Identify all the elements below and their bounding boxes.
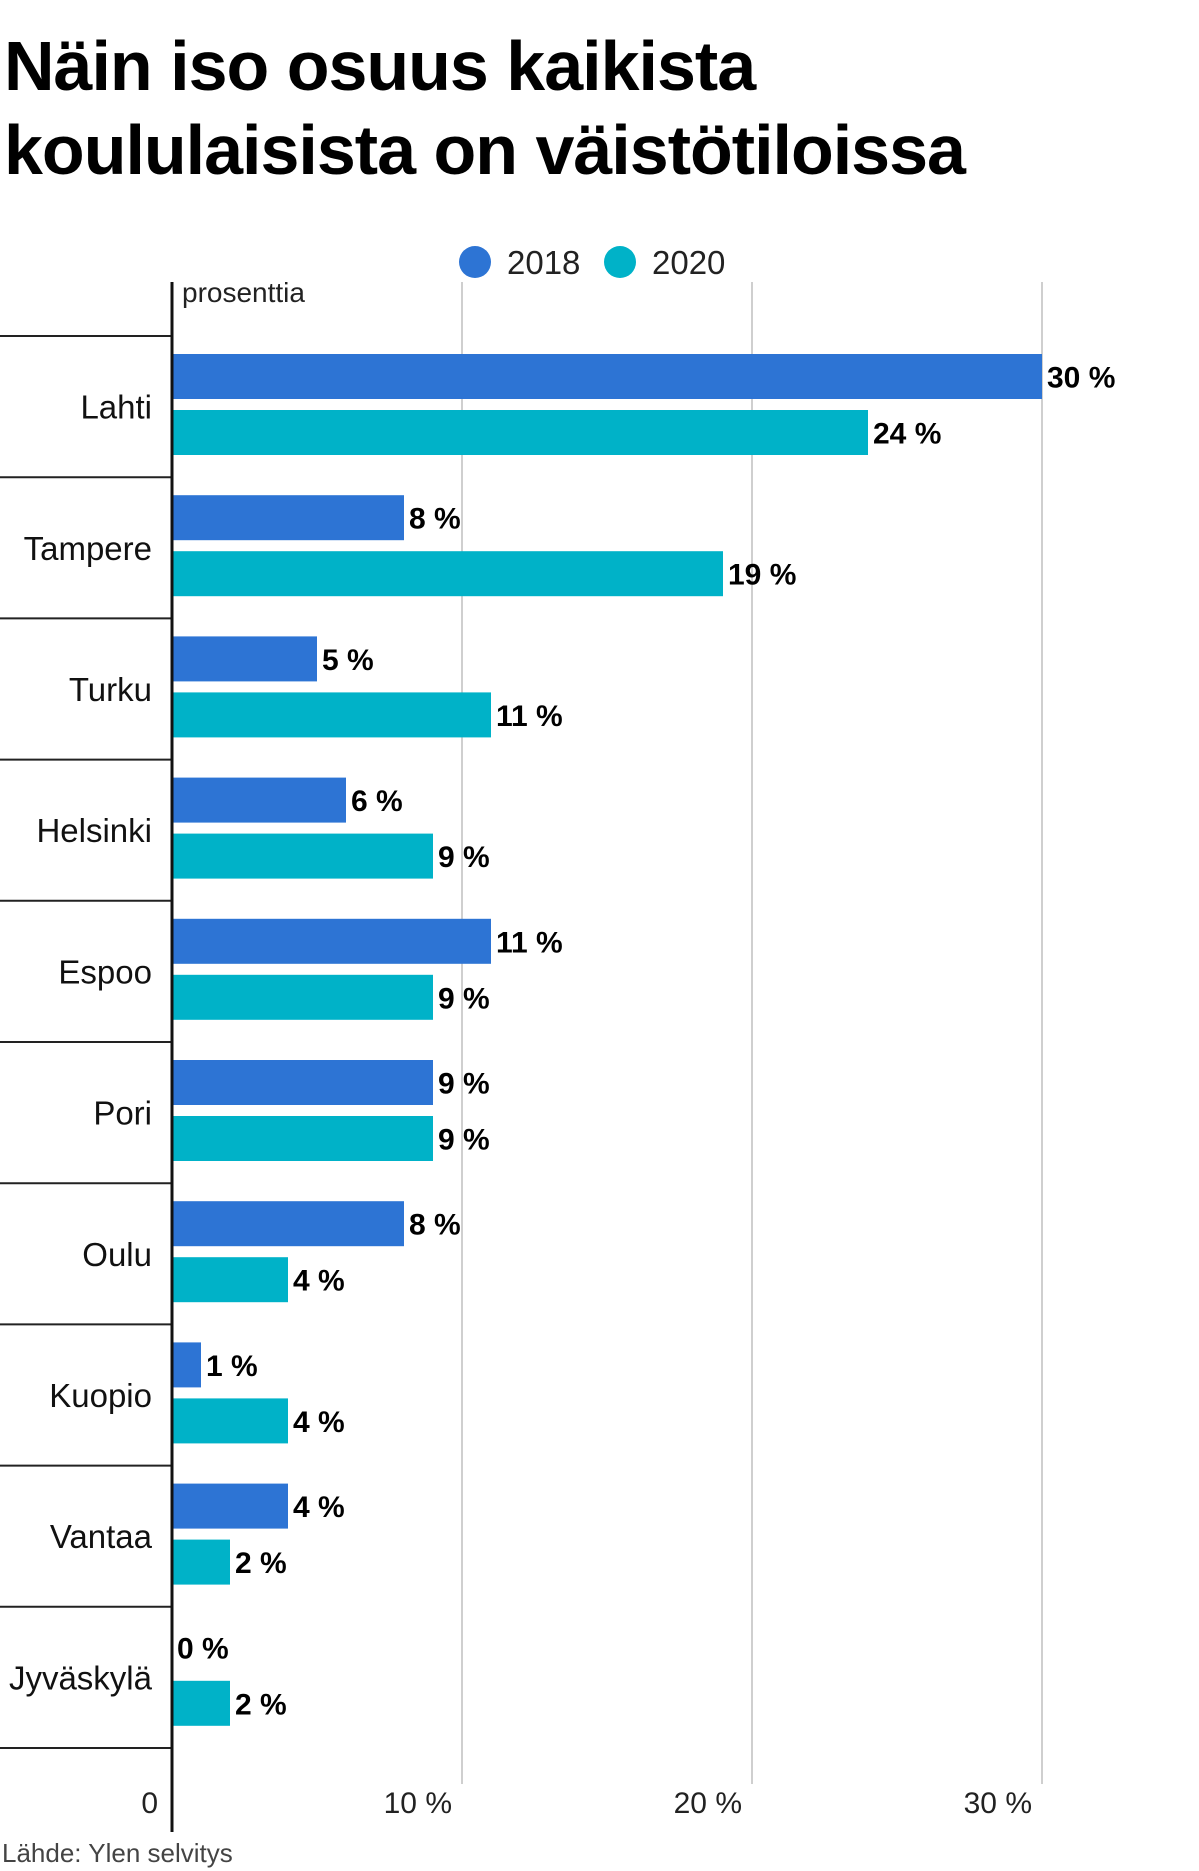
category-label: Turku <box>69 671 152 708</box>
value-label: 2 % <box>235 1688 287 1721</box>
category-label: Tampere <box>24 530 152 567</box>
x-tick-label: 10 % <box>384 1787 452 1820</box>
value-label: 0 % <box>177 1632 229 1665</box>
bars <box>172 354 1042 1726</box>
bar-2018-Helsinki <box>172 777 346 823</box>
value-label: 9 % <box>438 1124 490 1157</box>
bar-2020-Kuopio <box>172 1398 288 1444</box>
bar-2018-Turku <box>172 636 317 682</box>
bar-2018-Tampere <box>172 495 404 541</box>
bar-2020-Vantaa <box>172 1539 230 1585</box>
value-label: 4 % <box>293 1491 345 1524</box>
legend-marker-2018 <box>459 246 491 278</box>
value-labels: 30 %8 %5 %6 %11 %9 %8 %1 %4 %0 %24 %19 %… <box>177 362 1115 1722</box>
category-label: Helsinki <box>36 812 152 849</box>
bar-2020-Pori <box>172 1116 433 1161</box>
value-label: 9 % <box>438 841 490 874</box>
value-label: 30 % <box>1047 362 1115 395</box>
chart-title: Näin iso osuus kaikista koululaisista on… <box>4 27 966 189</box>
bar-2018-Pori <box>172 1060 433 1105</box>
category-label: Espoo <box>58 953 152 990</box>
bar-2020-Espoo <box>172 974 433 1020</box>
value-label: 5 % <box>322 644 374 677</box>
bar-2020-Oulu <box>172 1257 288 1303</box>
category-label: Jyväskylä <box>9 1659 153 1696</box>
value-label: 9 % <box>438 1068 490 1101</box>
value-label: 4 % <box>293 1406 345 1439</box>
value-label: 24 % <box>873 418 941 451</box>
value-label: 11 % <box>496 926 563 959</box>
category-label: Vantaa <box>50 1518 153 1555</box>
bar-2020-Jyväskylä <box>172 1680 230 1726</box>
value-label: 1 % <box>206 1350 258 1383</box>
value-label: 19 % <box>728 559 796 592</box>
value-label: 2 % <box>235 1547 287 1580</box>
bar-2020-Lahti <box>172 410 868 455</box>
bar-2018-Espoo <box>172 918 491 964</box>
value-label: 4 % <box>293 1265 345 1298</box>
legend: 2018 2020 <box>459 244 725 281</box>
legend-label: 2018 <box>507 244 580 281</box>
bar-2018-Oulu <box>172 1201 404 1247</box>
bar-2018-Kuopio <box>172 1342 201 1388</box>
x-tick-label: 30 % <box>964 1787 1032 1820</box>
value-label: 11 % <box>496 700 563 733</box>
value-label: 8 % <box>409 1209 461 1242</box>
category-label: Kuopio <box>49 1377 152 1414</box>
x-axis: 0 10 % 20 % 30 % <box>141 282 1032 1832</box>
category-label: Lahti <box>80 389 152 426</box>
bar-2018-Vantaa <box>172 1483 288 1529</box>
legend-marker-2020 <box>604 246 636 278</box>
bar-2018-Lahti <box>172 354 1042 399</box>
unit-label: prosenttia <box>182 277 305 308</box>
value-label: 8 % <box>409 503 461 536</box>
x-tick-label: 20 % <box>674 1787 742 1820</box>
bar-2020-Helsinki <box>172 833 433 879</box>
x-tick-label: 0 <box>141 1787 158 1820</box>
value-label: 6 % <box>351 785 403 818</box>
category-label: Oulu <box>82 1236 152 1273</box>
bar-2020-Tampere <box>172 551 723 597</box>
category-label: Pori <box>93 1095 152 1132</box>
category-labels: Lahti Tampere Turku Helsinki Espoo Pori Oulu Ku… <box>9 389 153 1697</box>
source-note: Lähde: Ylen selvitys <box>2 1838 233 1868</box>
bar-2020-Turku <box>172 692 491 738</box>
legend-label: 2020 <box>652 244 725 281</box>
value-label: 9 % <box>438 982 490 1015</box>
gridlines <box>0 282 1043 1784</box>
